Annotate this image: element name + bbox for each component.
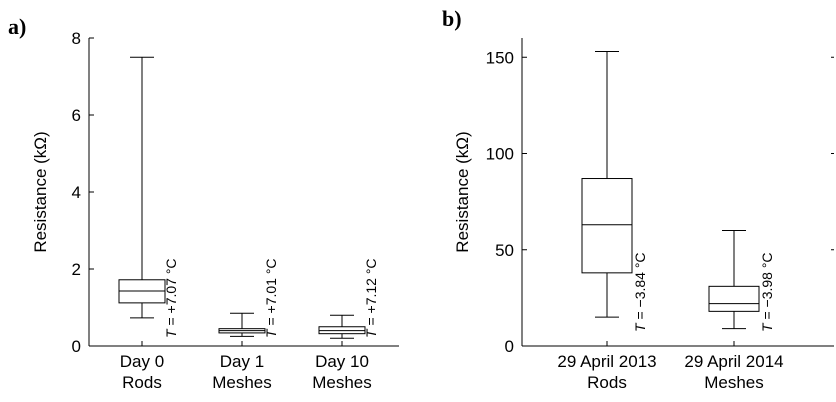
panel-b-ytick-label: 100 — [486, 145, 514, 164]
panel-a-ytick-label: 8 — [72, 29, 81, 48]
panel-a-category-sublabel: Meshes — [212, 373, 272, 392]
panel-b-category-label: 29 April 2014 — [684, 352, 783, 371]
panel-a-temperature-annotation: T = +7.12 °C — [363, 258, 379, 338]
panel-a-category-sublabel: Rods — [122, 373, 162, 392]
panel-b-category-sublabel: Rods — [587, 373, 627, 392]
panel-a-y-axis-label: Resistance (kΩ) — [31, 131, 50, 252]
panel-a-category-sublabel: Meshes — [312, 373, 372, 392]
panel-b-ytick-label: 50 — [495, 241, 514, 260]
panel-b-box — [581, 178, 633, 274]
panel-a-category-label: Day 1 — [220, 352, 264, 371]
panel-b-y-axis-label: Resistance (kΩ) — [453, 131, 472, 252]
panel-a-ytick-label: 0 — [72, 337, 81, 356]
panel-b-temperature-annotation: T = −3.84 °C — [632, 252, 648, 332]
panel-b-ytick-label: 150 — [486, 48, 514, 67]
panel-b-ytick-label: 0 — [505, 337, 514, 356]
panel-b-category-sublabel: Meshes — [704, 373, 764, 392]
panel-a-category-label: Day 0 — [120, 352, 164, 371]
panel-a-letter: a) — [8, 14, 26, 39]
panel-a-ytick-label: 4 — [72, 183, 81, 202]
panel-b-temperature-annotation: T = −3.98 °C — [759, 252, 775, 332]
panel-a-ytick-label: 6 — [72, 106, 81, 125]
panel-a-ytick-label: 2 — [72, 260, 81, 279]
panel-a-temperature-annotation: T = +7.07 °C — [163, 258, 179, 338]
panel-b-category-label: 29 April 2013 — [557, 352, 656, 371]
panel-a-temperature-annotation: T = +7.01 °C — [263, 258, 279, 338]
panel-b-letter: b) — [442, 6, 462, 31]
panel-a-category-label: Day 10 — [315, 352, 369, 371]
panel-b-box — [708, 285, 760, 312]
